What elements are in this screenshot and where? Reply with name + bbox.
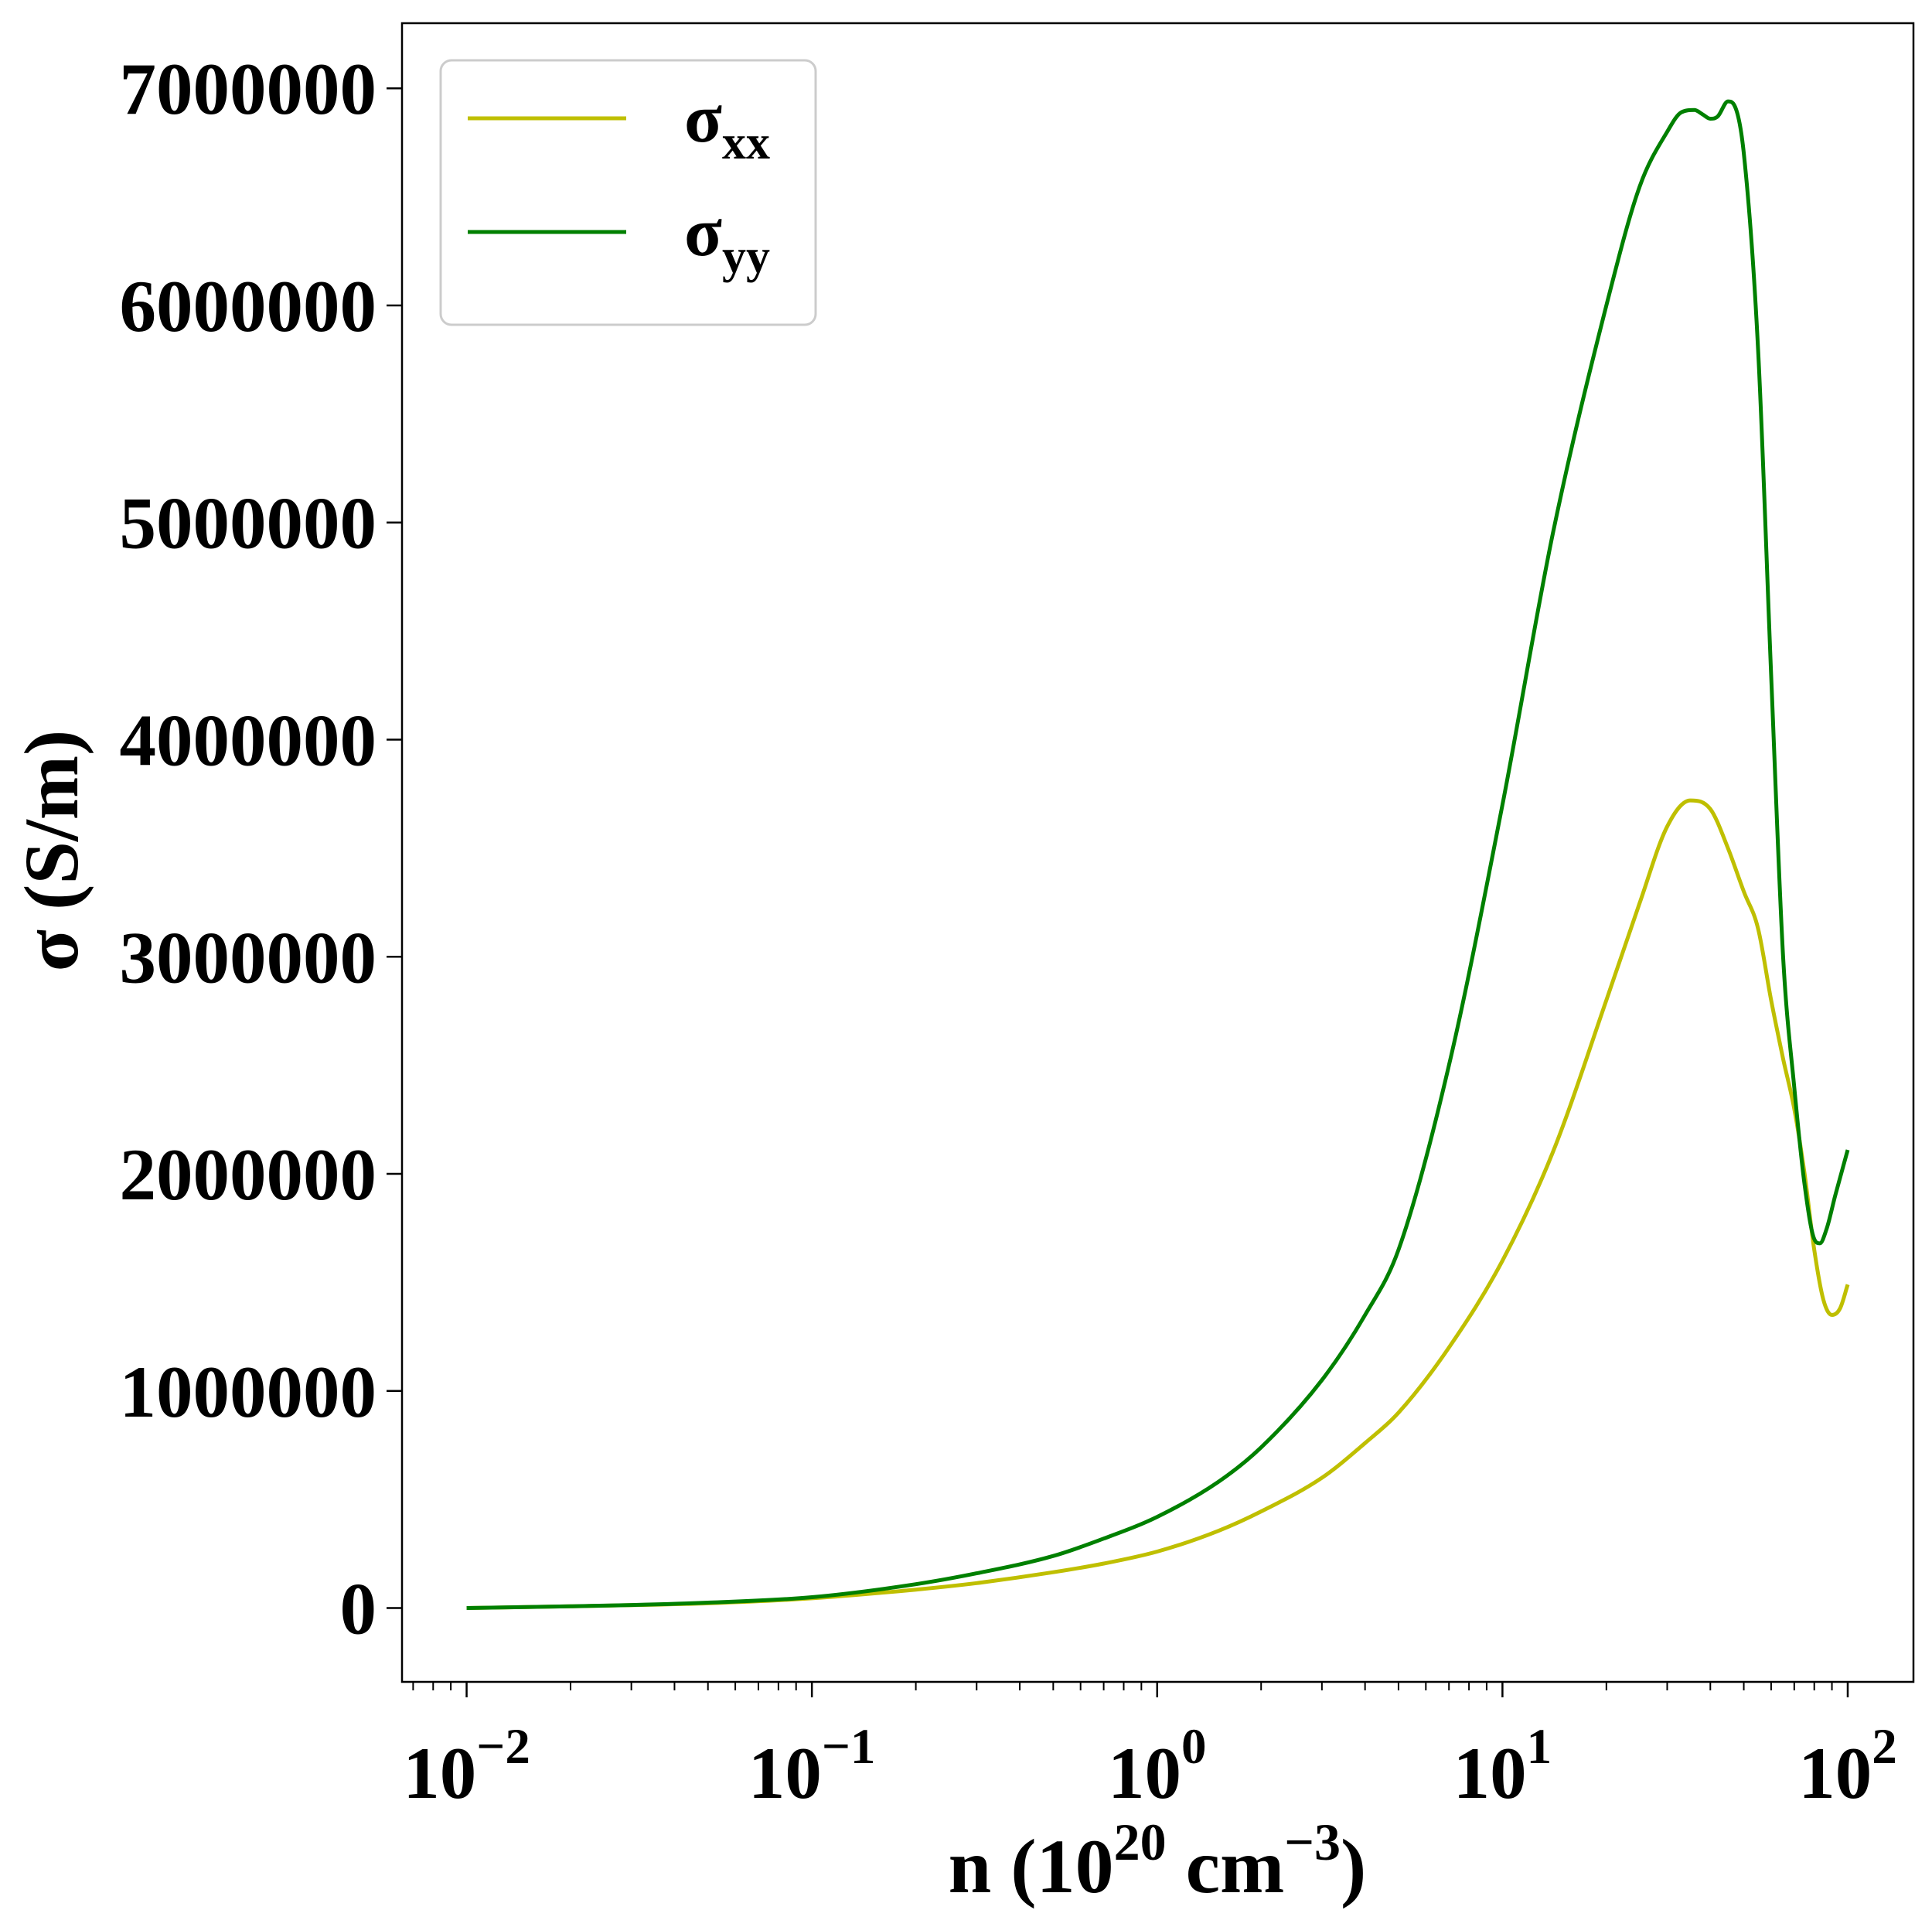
x-tick-label-exponent: −2 bbox=[476, 1719, 530, 1775]
x-axis-ticks: 10−2 10−1 100 101 102 bbox=[403, 1682, 1897, 1814]
y-tick-label: 6000000 bbox=[120, 265, 377, 347]
series-line-sigma-yy bbox=[466, 99, 1850, 1610]
y-axis-title: σ (S/m) bbox=[9, 730, 94, 972]
y-tick-label: 1000000 bbox=[120, 1351, 377, 1433]
legend: σxx σyy bbox=[439, 59, 817, 326]
x-tick-label-base: 10 bbox=[1453, 1732, 1527, 1814]
legend-box bbox=[439, 59, 817, 326]
x-axis-title: n (1020 cm−3) bbox=[949, 1813, 1367, 1909]
x-tick-label: 102 bbox=[1798, 1719, 1897, 1814]
x-tick-label-base: 10 bbox=[1798, 1732, 1872, 1814]
series-line-sigma-xx bbox=[466, 798, 1850, 1610]
x-axis-title-part-1: n (10 bbox=[949, 1823, 1114, 1909]
legend-label-sigma-xx: σxx bbox=[684, 80, 770, 169]
x-tick-label: 10−1 bbox=[748, 1719, 876, 1814]
y-tick-label: 3000000 bbox=[120, 916, 377, 998]
x-axis-title-part-2: cm bbox=[1167, 1823, 1285, 1909]
x-axis-title-exp-2: −3 bbox=[1284, 1813, 1341, 1871]
x-tick-label: 101 bbox=[1453, 1719, 1552, 1814]
y-tick-label: 4000000 bbox=[120, 700, 377, 782]
x-tick-label-exponent: 0 bbox=[1181, 1719, 1207, 1775]
x-tick-label: 100 bbox=[1108, 1719, 1207, 1814]
legend-label-sigma-yy-subscript: yy bbox=[722, 230, 770, 283]
x-tick-label: 10−2 bbox=[403, 1719, 530, 1814]
y-tick-label: 7000000 bbox=[120, 48, 377, 130]
x-tick-label-exponent: 2 bbox=[1872, 1719, 1897, 1775]
legend-label-sigma-yy-symbol: σ bbox=[684, 194, 722, 271]
x-tick-label-base: 10 bbox=[403, 1732, 476, 1814]
y-tick-label: 5000000 bbox=[120, 483, 377, 564]
x-tick-label-base: 10 bbox=[748, 1732, 822, 1814]
y-axis-ticks: 0 1000000 2000000 3000000 4000000 5000000 6000… bbox=[120, 48, 402, 1650]
legend-label-sigma-xx-symbol: σ bbox=[684, 80, 722, 157]
x-axis-title-part-3: ) bbox=[1341, 1823, 1366, 1909]
x-minor-ticks bbox=[412, 1682, 1833, 1690]
y-tick-label: 2000000 bbox=[120, 1134, 377, 1216]
x-axis-title-exp-1: 20 bbox=[1114, 1813, 1167, 1871]
legend-label-sigma-xx-subscript: xx bbox=[722, 117, 770, 169]
x-tick-label-base: 10 bbox=[1108, 1732, 1181, 1814]
x-tick-label-exponent: −1 bbox=[822, 1719, 876, 1775]
series-layer bbox=[466, 99, 1850, 1610]
y-tick-label: 0 bbox=[340, 1568, 377, 1650]
x-tick-label-exponent: 1 bbox=[1527, 1719, 1552, 1775]
legend-label-sigma-yy: σyy bbox=[684, 194, 770, 283]
